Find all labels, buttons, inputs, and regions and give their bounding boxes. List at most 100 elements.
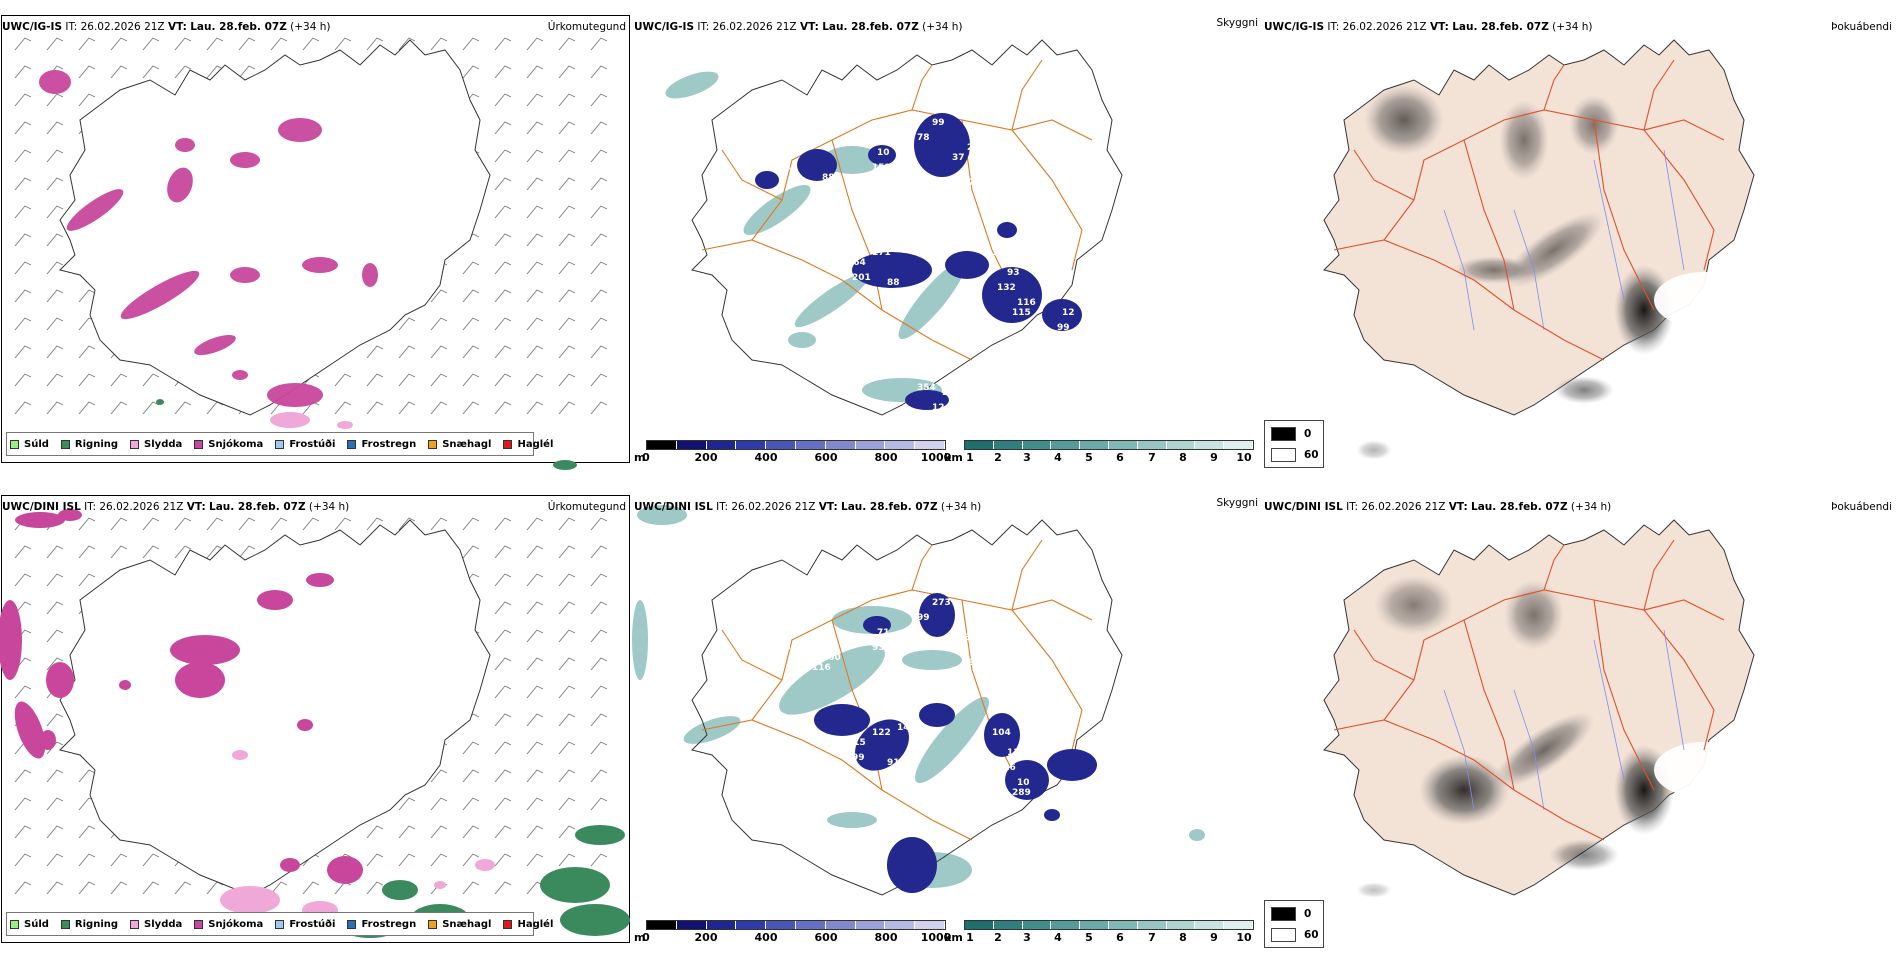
legend-swatch bbox=[194, 439, 204, 449]
snow-depth-label: 115 bbox=[847, 738, 866, 748]
legend-swatch bbox=[275, 439, 285, 449]
colorbar-swatch bbox=[1022, 921, 1052, 929]
tick-label: 5 bbox=[1085, 931, 1093, 944]
visibility-colorbar bbox=[964, 440, 1254, 450]
snow-depth-label: 91 bbox=[887, 758, 900, 768]
iceland-map-fog bbox=[1323, 39, 1755, 460]
colorbar-swatch bbox=[1022, 441, 1052, 449]
snow-depth-label: 100 bbox=[822, 653, 841, 663]
snow-depth-areas bbox=[755, 113, 1082, 410]
snow-depth-label: 93 bbox=[1007, 268, 1020, 278]
tick-label: 1000 bbox=[920, 931, 952, 944]
snow-areas bbox=[0, 509, 363, 884]
snow-depth-label: 116 bbox=[812, 663, 831, 673]
fog-legend-item: 60 bbox=[1271, 448, 1319, 462]
legend-swatch bbox=[10, 439, 19, 449]
snow-depth-label: 17 bbox=[962, 178, 975, 188]
tick-label: 1000 bbox=[920, 451, 952, 464]
colorbar-swatch bbox=[1108, 441, 1138, 449]
colorbar-swatch bbox=[1166, 441, 1196, 449]
precip-legend: Súld Rigning Slydda Snjókoma Frostúði Fr… bbox=[6, 432, 553, 456]
snow-depth-label: 152 bbox=[872, 163, 891, 173]
snow-areas bbox=[39, 70, 378, 407]
tick-label: 8 bbox=[1179, 931, 1187, 944]
snow-depth-label: 132 bbox=[997, 283, 1016, 293]
snow-depth-label: 888 bbox=[822, 173, 841, 183]
colorbar-swatch bbox=[676, 921, 707, 929]
tick-label: 800 bbox=[874, 931, 898, 944]
tick-label: 4 bbox=[1054, 931, 1062, 944]
colorbar-swatch bbox=[1224, 921, 1253, 929]
colorbar-swatch bbox=[993, 921, 1023, 929]
snow-depth-label: 164 bbox=[772, 163, 791, 173]
snow-depth-label: 104 bbox=[992, 728, 1011, 738]
colorbar-swatch bbox=[1080, 441, 1109, 449]
snow-depth-label: 289 bbox=[1012, 788, 1031, 798]
panel-title: Úrkomutegund bbox=[547, 501, 626, 513]
tick-label: 6 bbox=[1116, 451, 1124, 464]
legend-swatch bbox=[130, 439, 140, 449]
fog-legend: 0 60 bbox=[1264, 420, 1324, 468]
colorbar-swatch bbox=[1195, 441, 1225, 449]
road-network bbox=[1333, 539, 1725, 841]
colorbar-swatch bbox=[706, 441, 737, 449]
colorbar-swatch bbox=[1166, 921, 1196, 929]
colorbar-swatch bbox=[1195, 921, 1225, 929]
snow-depth-label: 93 bbox=[872, 643, 885, 653]
legend-swatch bbox=[130, 919, 140, 929]
fog-areas bbox=[1356, 575, 1754, 898]
snow-depth-label: 269 bbox=[942, 388, 961, 398]
legend-swatch bbox=[428, 439, 438, 449]
legend-item: Rigning bbox=[60, 919, 118, 930]
snow-depth-label: 273 bbox=[932, 598, 951, 608]
tick-label: 9 bbox=[1210, 451, 1218, 464]
snow-depth-label: 171 bbox=[872, 248, 891, 258]
colorbar-swatch bbox=[855, 921, 886, 929]
colorbar-swatch bbox=[915, 441, 945, 449]
iceland-map-precip bbox=[0, 509, 630, 938]
legend-swatch bbox=[60, 439, 70, 449]
panel-title: Skyggni bbox=[1216, 497, 1259, 509]
snow-depth-label: 144 bbox=[967, 623, 986, 633]
colorbar-swatch bbox=[915, 921, 945, 929]
snow-depth-label: 201 bbox=[852, 273, 871, 283]
precip-type-panel: UWC/DINI ISL IT: 26.02.2026 21Z VT: Lau.… bbox=[0, 490, 632, 960]
tick-label: 600 bbox=[814, 451, 838, 464]
colorbar-swatch bbox=[825, 921, 856, 929]
tick-label: 4 bbox=[1054, 451, 1062, 464]
colorbar-swatch bbox=[706, 921, 737, 929]
colorbar-swatch bbox=[965, 441, 994, 449]
snow-depth-label: 99 bbox=[852, 753, 865, 763]
tick-label: 0 bbox=[642, 931, 650, 944]
snow-depth-label: 37 bbox=[812, 183, 825, 193]
legend-swatch bbox=[503, 919, 513, 929]
legend-swatch bbox=[347, 919, 357, 929]
colorbar-swatch bbox=[766, 441, 796, 449]
colorbar-swatch bbox=[1137, 921, 1167, 929]
snow-depth-label: 294 bbox=[967, 143, 986, 153]
snow-depth-colorbar bbox=[646, 440, 946, 450]
fog-legend-item: 0 bbox=[1271, 907, 1311, 921]
fog-legend-item: 0 bbox=[1271, 427, 1311, 441]
snow-depth-label: 116 bbox=[997, 763, 1016, 773]
colorbar-swatch bbox=[855, 441, 886, 449]
iceland-coastline bbox=[1323, 519, 1755, 896]
rain-areas bbox=[156, 399, 577, 470]
snow-depth-label: 116 bbox=[1017, 298, 1036, 308]
legend-swatch bbox=[10, 919, 19, 929]
colorbar-swatch bbox=[676, 441, 707, 449]
river-network bbox=[1443, 149, 1685, 331]
tick-label: 1 bbox=[966, 451, 974, 464]
snow-depth-label: 99 bbox=[917, 613, 930, 623]
forecast-row-ig-is: UWC/IG-IS IT: 26.02.2026 21Z VT: Lau. 28… bbox=[0, 10, 1900, 480]
road-network bbox=[1333, 59, 1725, 361]
legend-item: Slydda bbox=[130, 919, 182, 930]
tick-label: 5 bbox=[1085, 451, 1093, 464]
legend-item: Frostúði bbox=[275, 919, 335, 930]
visibility-unit: km bbox=[944, 931, 963, 944]
panel-title: Þokuábendi bbox=[1831, 501, 1892, 513]
legend-item: Snæhagl bbox=[428, 919, 491, 930]
colorbar-swatch bbox=[1051, 921, 1081, 929]
tick-label: 200 bbox=[694, 931, 718, 944]
legend-swatch bbox=[1271, 928, 1296, 942]
